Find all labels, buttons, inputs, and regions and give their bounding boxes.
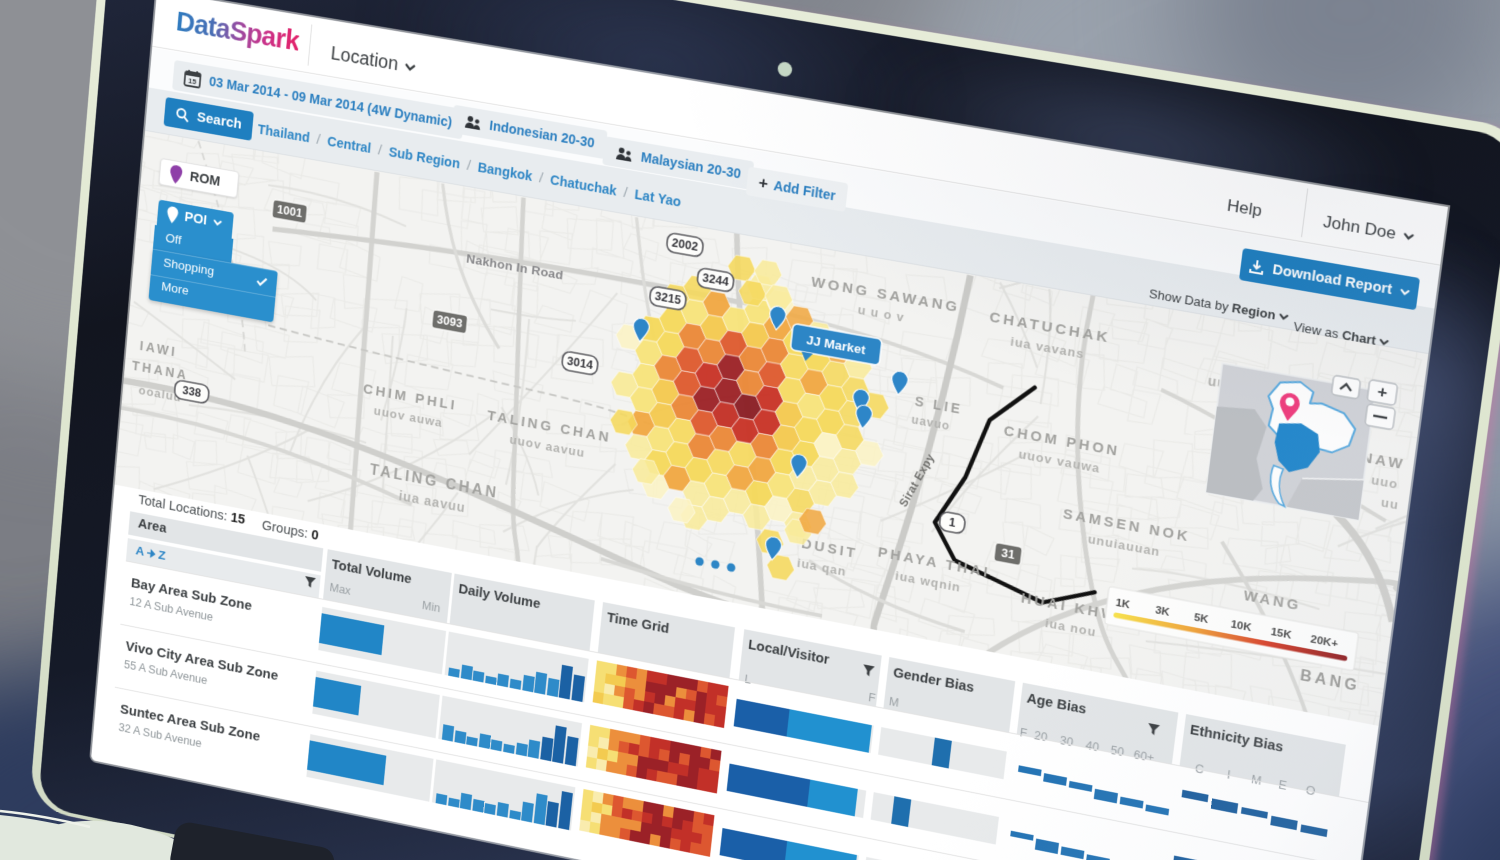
svg-text:uu: uu [1380,495,1400,513]
svg-text:IAWI: IAWI [139,338,178,360]
svg-text:3215: 3215 [654,291,682,308]
svg-text:1: 1 [948,517,957,531]
svg-text:2002: 2002 [671,238,698,255]
svg-text:15: 15 [188,75,197,85]
svg-text:1001: 1001 [277,204,304,221]
svg-text:3014: 3014 [566,356,593,373]
svg-text:+: + [1376,383,1388,403]
svg-text:uuo: uuo [1370,472,1399,491]
svg-text:NAW: NAW [1361,449,1407,473]
svg-text:20K+: 20K+ [1310,633,1339,650]
svg-text:338: 338 [182,385,202,400]
svg-text:3244: 3244 [702,273,730,290]
svg-text:5K: 5K [1193,611,1209,626]
svg-text:3K: 3K [1154,604,1170,619]
svg-text:1K: 1K [1115,597,1131,612]
svg-text:10K: 10K [1230,618,1253,634]
svg-text:15K: 15K [1270,626,1293,642]
svg-text:3093: 3093 [436,315,463,332]
svg-text:31: 31 [1001,548,1016,563]
